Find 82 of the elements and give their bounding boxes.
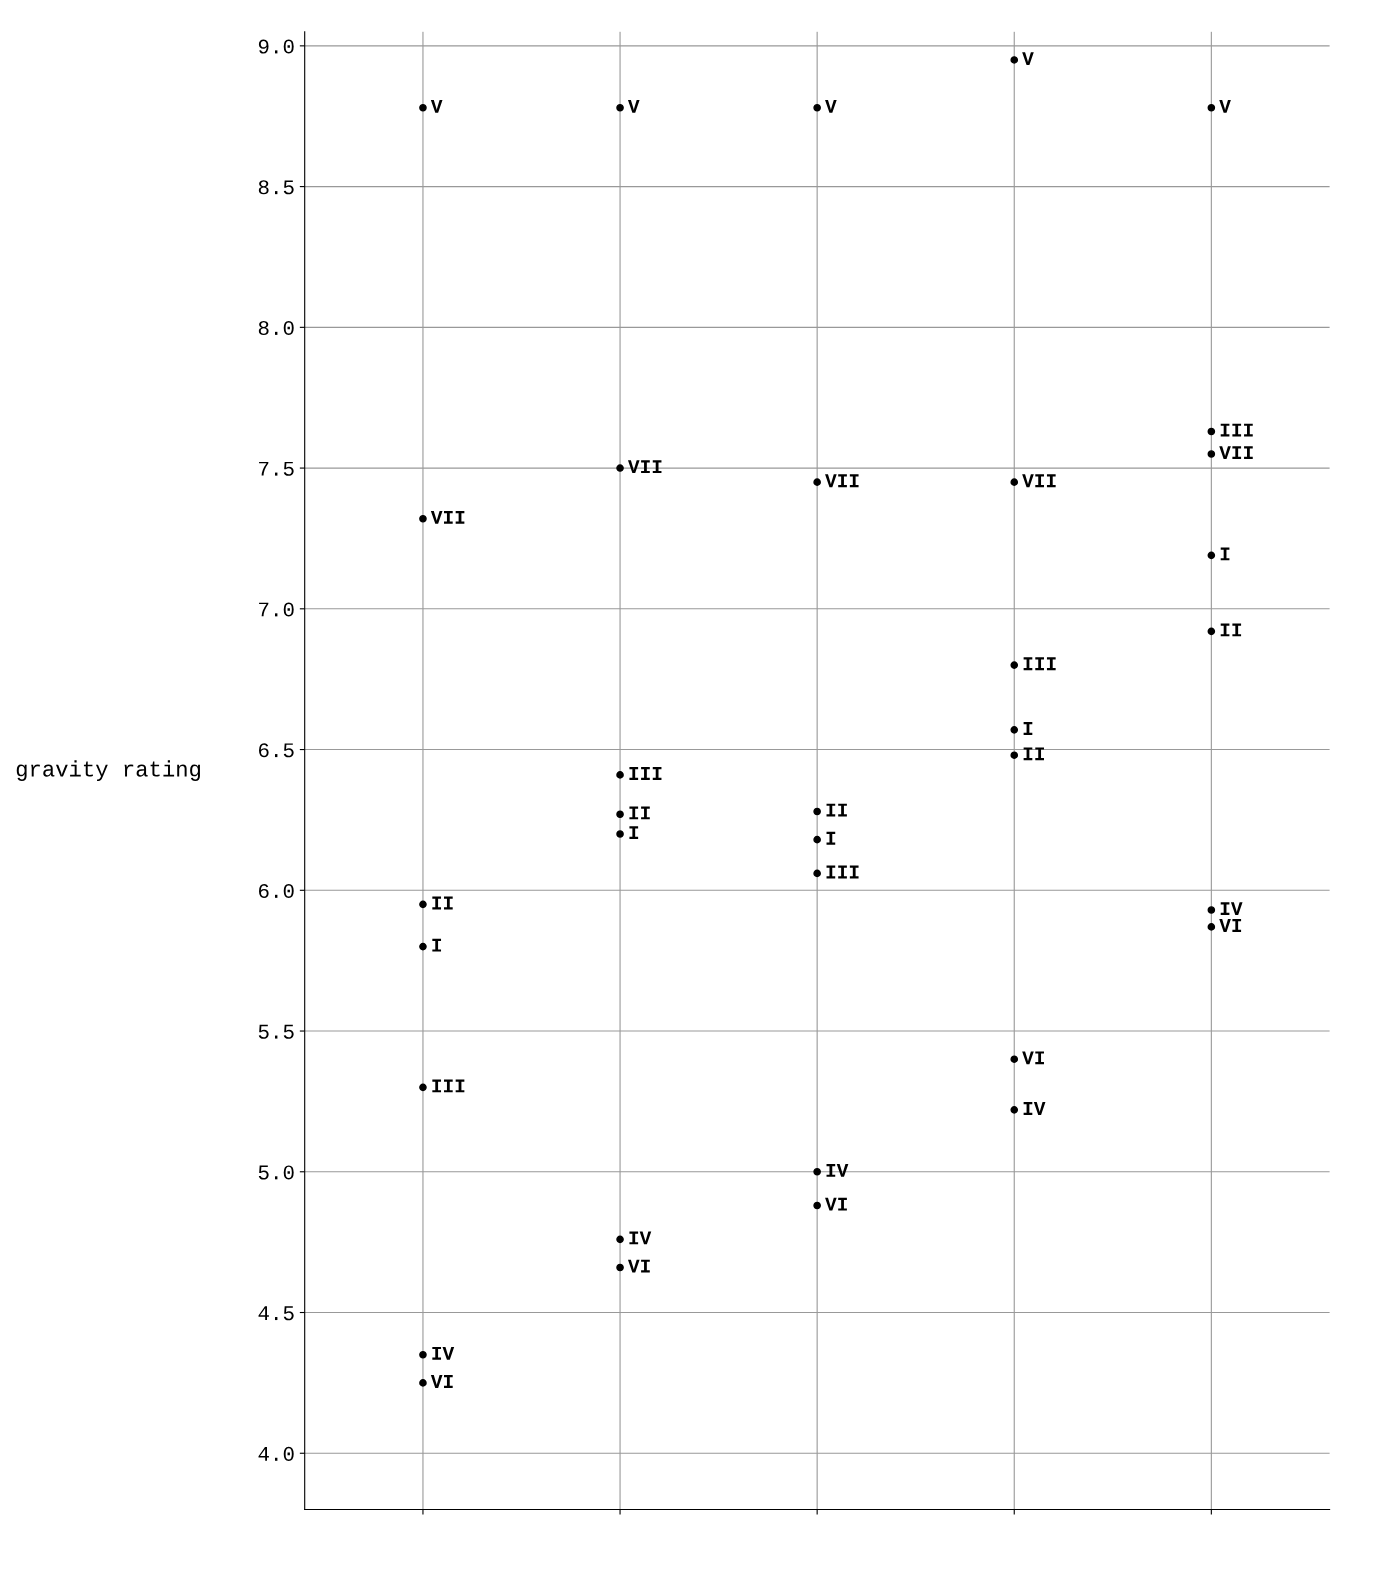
text: I <box>826 831 836 845</box>
point <box>1010 1106 1019 1114</box>
point <box>419 900 427 909</box>
text: III <box>432 1079 465 1093</box>
point <box>419 942 427 951</box>
text: IV <box>432 1346 455 1360</box>
y-tick-label: 5.5 <box>258 1024 294 1039</box>
point <box>813 103 821 112</box>
text: VII <box>1022 474 1056 488</box>
point <box>1207 103 1216 112</box>
point <box>1207 923 1216 931</box>
text: IV <box>1023 1102 1046 1115</box>
point <box>1010 56 1019 64</box>
point <box>1207 551 1216 560</box>
y-tick-label: 5.0 <box>258 1165 294 1180</box>
text: VI <box>627 1259 650 1273</box>
text: V <box>1022 52 1034 65</box>
y-tick-label: 8.5 <box>258 180 294 195</box>
point <box>616 1235 624 1244</box>
point <box>813 835 821 844</box>
text: V <box>627 100 640 113</box>
point <box>813 1201 821 1210</box>
text: I <box>432 938 442 952</box>
text: III <box>826 865 859 879</box>
point <box>1010 726 1019 734</box>
text: VI <box>1219 919 1242 932</box>
y-tick-label: 4.5 <box>258 1306 294 1321</box>
series-label: II <box>629 806 650 820</box>
text: II <box>1220 623 1242 637</box>
text: VI <box>430 1375 453 1388</box>
point <box>419 1350 427 1359</box>
point <box>1010 478 1019 486</box>
point <box>1207 627 1216 636</box>
y-tick-label: 6.0 <box>259 883 294 899</box>
text: V <box>1219 100 1231 113</box>
point <box>1207 427 1216 436</box>
point <box>616 103 624 112</box>
series-label: IV <box>629 1231 652 1245</box>
point <box>1010 661 1019 669</box>
point <box>1207 450 1216 458</box>
text: VII <box>1219 446 1253 460</box>
text: III <box>1220 423 1253 437</box>
point <box>813 1167 821 1176</box>
point <box>419 514 427 523</box>
point <box>1010 751 1019 759</box>
text: II <box>432 896 453 910</box>
point <box>616 1263 624 1272</box>
point <box>616 464 624 472</box>
text: II <box>826 803 847 817</box>
text: IV <box>1220 902 1243 916</box>
y-tick-label: 9.0 <box>258 39 294 54</box>
point <box>419 1379 427 1387</box>
point <box>813 478 821 486</box>
point <box>813 807 821 816</box>
text: VII <box>627 460 662 474</box>
point <box>1207 906 1216 914</box>
y-axis-title: gravity rating <box>16 760 200 782</box>
text: VI <box>1022 1051 1044 1065</box>
text: I <box>1220 547 1230 561</box>
series-label: V <box>825 100 837 113</box>
point <box>616 771 624 779</box>
series-label: VII <box>825 474 859 488</box>
y-tick-label: 4.0 <box>258 1446 294 1462</box>
series-label: III <box>629 767 662 780</box>
point <box>419 103 427 112</box>
text: II <box>1023 747 1044 761</box>
text: IV <box>826 1163 849 1177</box>
point <box>616 830 624 838</box>
y-tick-label: 7.5 <box>259 461 294 476</box>
point <box>1010 1055 1019 1063</box>
point <box>616 810 624 819</box>
text: V <box>430 100 443 113</box>
point <box>813 869 821 878</box>
y-tick-label: 6.5 <box>259 743 294 758</box>
point <box>419 1083 427 1092</box>
text: I <box>1023 722 1033 735</box>
series-label: I <box>629 826 639 840</box>
y-tick-label: 8.0 <box>258 320 294 336</box>
series-label: VI <box>825 1197 847 1211</box>
y-tick-label: 7.0 <box>259 602 294 617</box>
text: VII <box>430 510 465 524</box>
text: III <box>1023 657 1056 671</box>
